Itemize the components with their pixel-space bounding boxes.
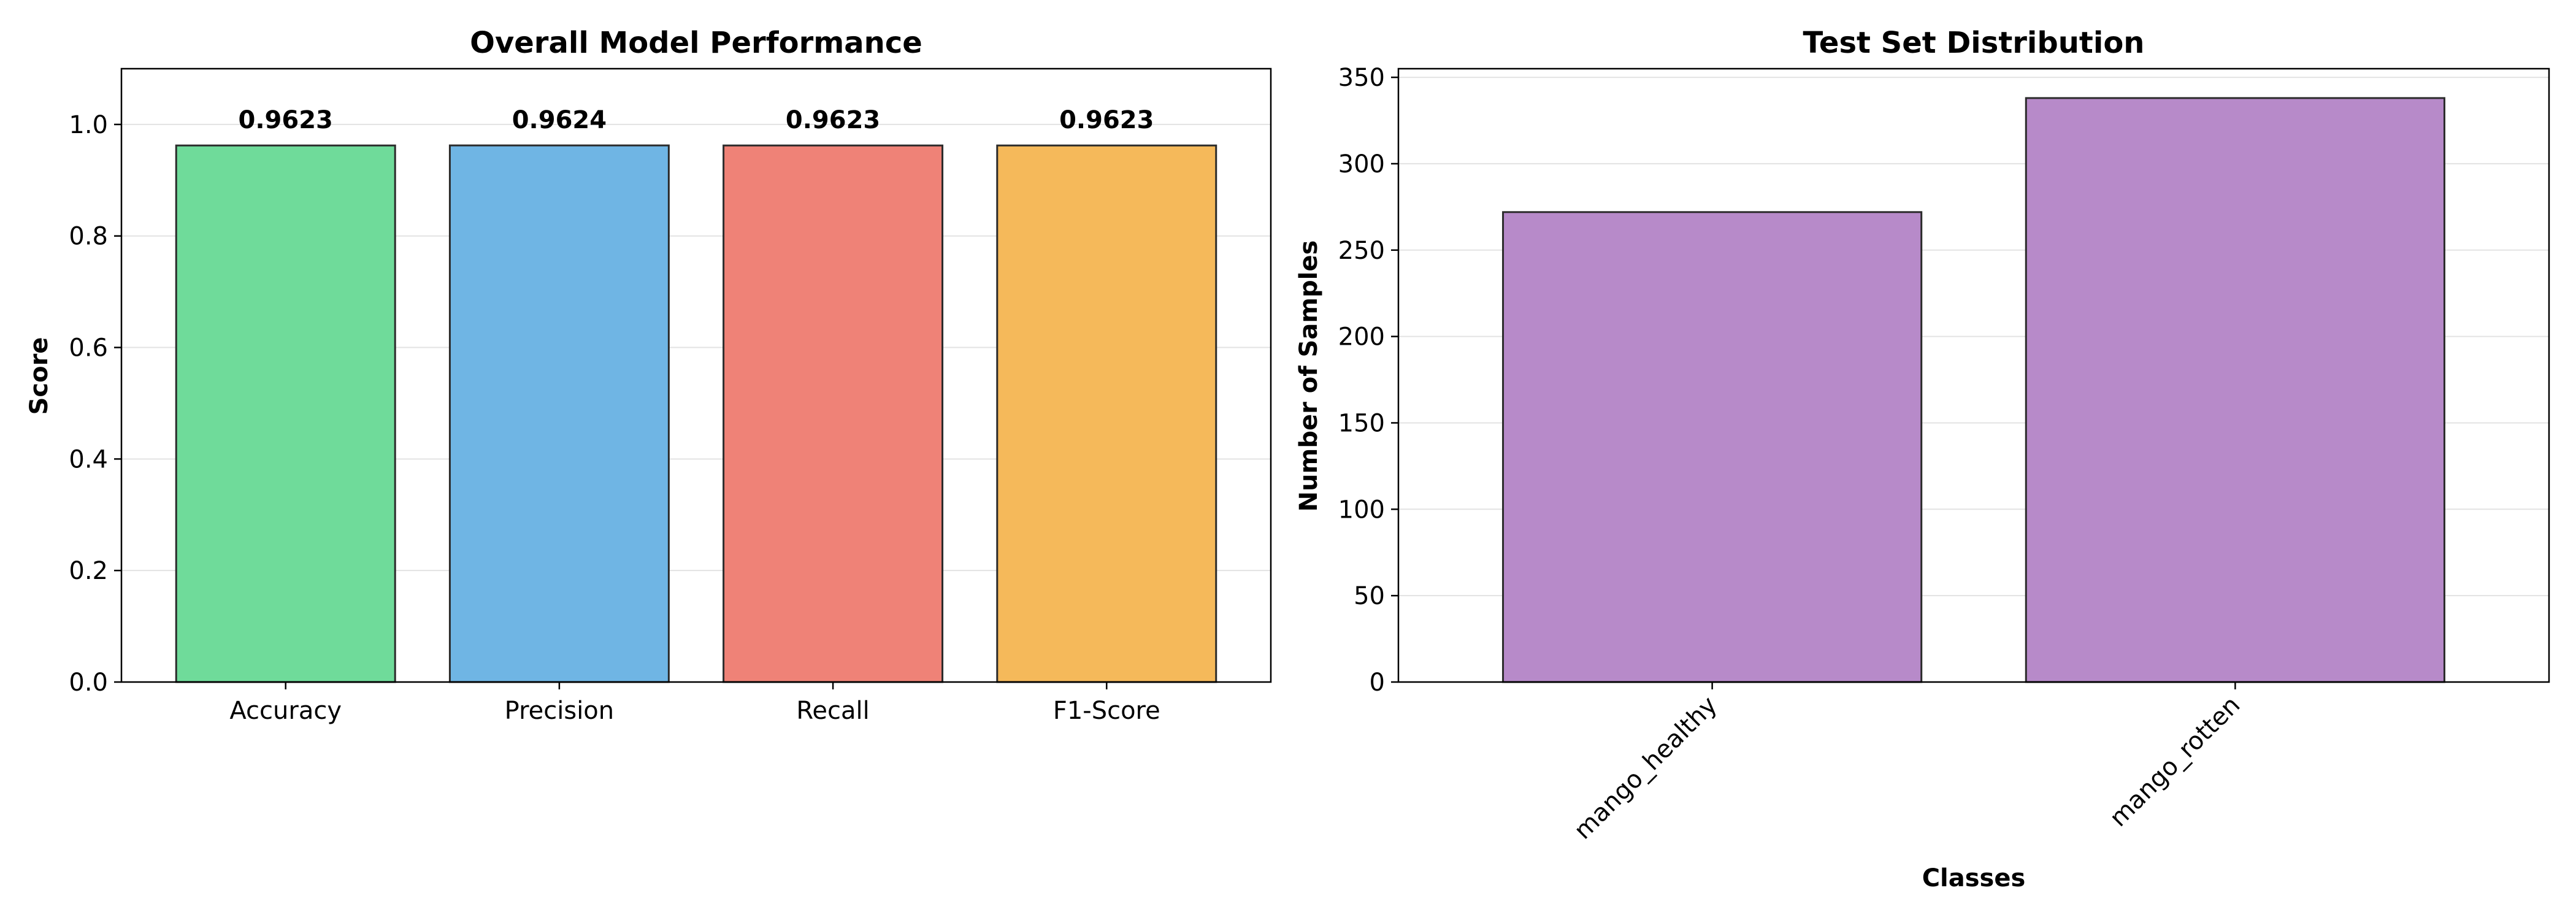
distribution-y-tick-label: 0 bbox=[1370, 669, 1385, 697]
distribution-x-axis-label: Classes bbox=[1922, 864, 2026, 892]
distribution-y-tick-label: 50 bbox=[1354, 582, 1385, 610]
performance-y-tick-label: 0.8 bbox=[69, 223, 108, 251]
distribution-y-tick-label: 100 bbox=[1338, 496, 1385, 524]
distribution-y-tick-label: 250 bbox=[1338, 237, 1385, 265]
distribution-y-axis-label: Number of Samples bbox=[1295, 240, 1323, 512]
distribution-bar-mango-rotten bbox=[2025, 97, 2445, 683]
performance-bar-accuracy bbox=[175, 144, 396, 683]
performance-value-labels: 0.9623 0.9624 0.9623 0.9623 bbox=[239, 106, 1154, 134]
distribution-y-tick-label: 350 bbox=[1338, 64, 1385, 92]
distribution-plot-frame bbox=[1397, 67, 2550, 683]
distribution-chart: Test Set Distribution Number of Samples … bbox=[1295, 26, 2550, 892]
performance-y-tick-label: 0.0 bbox=[69, 669, 108, 697]
performance-chart-title: Overall Model Performance bbox=[470, 26, 922, 60]
performance-bar-recall bbox=[723, 144, 944, 683]
performance-value-label: 0.9623 bbox=[1059, 106, 1154, 134]
performance-bars bbox=[175, 144, 1217, 683]
performance-plot-frame bbox=[120, 67, 1272, 683]
distribution-x-ticks: mango_healthy mango_rotten bbox=[1569, 682, 2246, 845]
distribution-bar-mango-healthy bbox=[1502, 211, 1923, 683]
performance-chart: Overall Model Performance Score 0.9623 0.… bbox=[25, 26, 1272, 725]
performance-value-label: 0.9623 bbox=[239, 106, 333, 134]
distribution-bars bbox=[1502, 97, 2445, 683]
performance-y-tick-label: 1.0 bbox=[69, 111, 108, 139]
performance-value-label: 0.9623 bbox=[786, 106, 880, 134]
distribution-y-tick-label: 300 bbox=[1338, 150, 1385, 178]
performance-x-tick-label: Accuracy bbox=[229, 697, 342, 725]
distribution-x-tick-label: mango_healthy bbox=[1569, 691, 1723, 845]
performance-x-tick-label: F1-Score bbox=[1053, 697, 1160, 725]
performance-x-tick-label: Precision bbox=[505, 697, 614, 725]
performance-x-tick-label: Recall bbox=[796, 697, 869, 725]
performance-y-ticks: 0.0 0.2 0.4 0.6 0.8 1.0 bbox=[69, 111, 121, 697]
distribution-x-tick-label: mango_rotten bbox=[2104, 691, 2246, 833]
performance-bar-f1-score bbox=[996, 144, 1217, 683]
performance-y-axis-label: Score bbox=[25, 337, 53, 415]
performance-x-ticks: Accuracy Precision Recall F1-Score bbox=[229, 682, 1160, 725]
performance-bar-precision bbox=[448, 144, 670, 683]
performance-y-tick-label: 0.6 bbox=[69, 334, 108, 362]
performance-value-label: 0.9624 bbox=[512, 106, 607, 134]
distribution-y-tick-label: 150 bbox=[1338, 409, 1385, 437]
distribution-y-ticks: 0 50 100 150 200 250 300 350 bbox=[1338, 64, 1398, 697]
distribution-chart-title: Test Set Distribution bbox=[1803, 26, 2145, 60]
performance-y-tick-label: 0.2 bbox=[69, 557, 108, 585]
distribution-y-tick-label: 200 bbox=[1338, 323, 1385, 351]
performance-y-tick-label: 0.4 bbox=[69, 445, 108, 473]
